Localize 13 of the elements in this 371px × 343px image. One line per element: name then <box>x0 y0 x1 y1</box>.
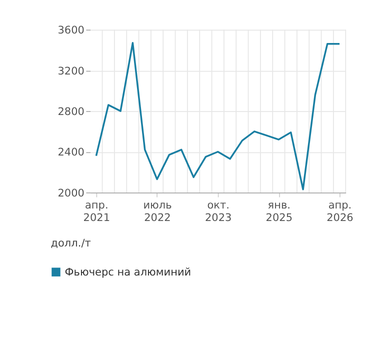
x-tick-label: апр. 2026 <box>326 200 354 224</box>
y-tick-label: 2400 <box>58 146 84 159</box>
x-tick-label: окт. 2023 <box>204 200 232 224</box>
y-axis-title: долл./т <box>50 238 91 250</box>
x-tick-label: апр. 2021 <box>83 200 110 224</box>
x-tick-label: янв. 2025 <box>266 200 293 224</box>
y-tick-label: 3200 <box>58 65 84 78</box>
y-tick-label: 2000 <box>58 187 84 200</box>
y-tick-label: 3600 <box>58 24 84 37</box>
y-tick-label: 2800 <box>58 106 84 118</box>
line-series <box>95 42 340 190</box>
x-tick-label: июль 2022 <box>143 200 172 224</box>
legend-label: Фьючерс на алюминий <box>64 266 192 279</box>
